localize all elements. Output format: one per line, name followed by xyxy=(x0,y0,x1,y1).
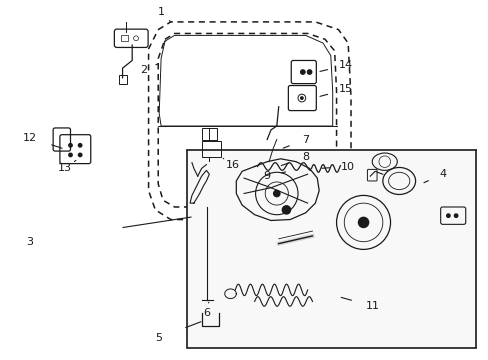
Text: 6: 6 xyxy=(203,308,209,318)
Text: 1: 1 xyxy=(157,7,164,17)
Circle shape xyxy=(68,153,73,157)
Circle shape xyxy=(272,190,280,197)
Text: 13: 13 xyxy=(58,163,72,174)
Bar xyxy=(201,128,217,140)
Text: 10: 10 xyxy=(341,162,354,171)
Text: 11: 11 xyxy=(366,301,379,311)
Bar xyxy=(121,35,128,41)
Circle shape xyxy=(453,213,458,218)
Bar xyxy=(119,75,127,84)
Text: 3: 3 xyxy=(26,237,34,247)
Text: 9: 9 xyxy=(263,171,270,181)
Bar xyxy=(187,150,475,348)
Text: 5: 5 xyxy=(154,333,162,343)
Circle shape xyxy=(78,153,82,157)
Circle shape xyxy=(306,69,312,75)
Text: 12: 12 xyxy=(23,132,37,143)
Circle shape xyxy=(78,143,82,148)
Text: 7: 7 xyxy=(302,135,308,144)
Circle shape xyxy=(357,217,368,228)
Circle shape xyxy=(299,69,305,75)
Text: 2: 2 xyxy=(140,65,147,75)
Text: 15: 15 xyxy=(339,84,352,94)
Text: 4: 4 xyxy=(438,169,445,179)
Circle shape xyxy=(68,143,73,148)
Bar xyxy=(201,141,221,157)
Circle shape xyxy=(281,205,291,215)
Text: 14: 14 xyxy=(339,60,352,70)
Text: 8: 8 xyxy=(302,152,308,162)
Text: 16: 16 xyxy=(225,159,239,170)
Circle shape xyxy=(445,213,450,218)
Circle shape xyxy=(299,96,303,100)
